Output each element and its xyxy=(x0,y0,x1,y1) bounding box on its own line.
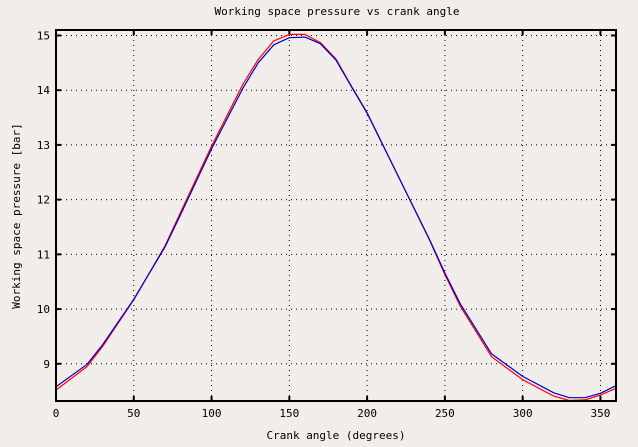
y-tick-label: 12 xyxy=(37,194,50,207)
series-line-2 xyxy=(55,36,617,399)
y-tick-label: 10 xyxy=(37,303,50,316)
y-tick-label: 13 xyxy=(37,139,50,152)
ticks: 0 50 100 150 200 250 300 350 9 10 11 12 13 14 15 xyxy=(37,29,616,420)
grid xyxy=(56,30,616,401)
series-line-1 xyxy=(55,33,617,402)
y-tick-label: 9 xyxy=(43,358,50,371)
y-tick-label: 15 xyxy=(37,29,50,42)
x-tick-label: 150 xyxy=(279,407,299,420)
x-tick-label: 250 xyxy=(435,407,455,420)
series-lines xyxy=(55,33,617,402)
y-axis-label: Working space pressure [bar] xyxy=(10,123,23,308)
y-tick-label: 14 xyxy=(37,84,51,97)
x-tick-label: 100 xyxy=(202,407,222,420)
plot-frame xyxy=(55,29,617,402)
x-tick-label: 50 xyxy=(127,407,140,420)
x-tick-label: 200 xyxy=(357,407,377,420)
x-tick-label: 300 xyxy=(513,407,533,420)
chart-title: Working space pressure vs crank angle xyxy=(214,5,459,18)
y-tick-label: 11 xyxy=(37,248,50,261)
x-axis-label: Crank angle (degrees) xyxy=(266,429,405,442)
x-tick-label: 350 xyxy=(591,407,611,420)
x-tick-label: 0 xyxy=(53,407,60,420)
